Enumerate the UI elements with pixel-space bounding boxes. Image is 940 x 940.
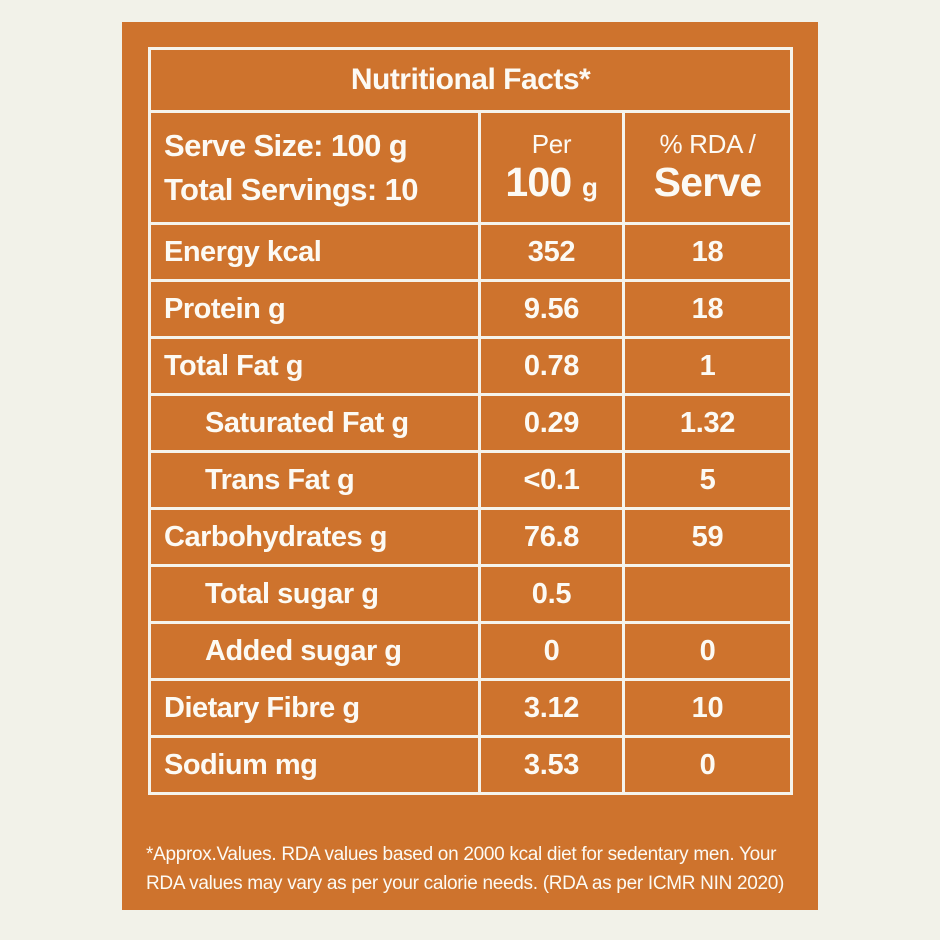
per-100g-value: 0.78 [478, 336, 625, 396]
serve-size-text: Serve Size: 100 g [164, 128, 408, 164]
rda-value: 0 [621, 621, 794, 681]
nutrition-facts-table: Nutritional Facts* Serve Size: 100 g Tot… [147, 47, 794, 795]
per-100g-value: <0.1 [478, 450, 625, 510]
per-100g-value: 0 [478, 621, 625, 681]
rda-value: 5 [621, 450, 794, 510]
nutrient-label: Sodium mg [148, 735, 481, 795]
rda-value: 1 [621, 336, 794, 396]
nutrient-row-carbohydrates: Carbohydrates g 76.8 59 [148, 507, 794, 567]
nutrient-row-added-sugar: Added sugar g 0 0 [148, 621, 794, 681]
per-100g-column-header: Per 100 g [478, 110, 625, 225]
nutrient-label: Energy kcal [148, 222, 481, 282]
rda-label: % RDA / [659, 129, 756, 159]
serve-size-cell: Serve Size: 100 g Total Servings: 10 [148, 110, 481, 225]
header-row: Serve Size: 100 g Total Servings: 10 Per… [148, 110, 794, 225]
nutrient-row-sodium: Sodium mg 3.53 0 [148, 735, 794, 795]
nutrient-label: Protein g [148, 279, 481, 339]
nutrient-row-protein: Protein g 9.56 18 [148, 279, 794, 339]
rda-value: 18 [621, 222, 794, 282]
nutrient-row-energy: Energy kcal 352 18 [148, 222, 794, 282]
rda-value: 18 [621, 279, 794, 339]
nutrient-row-trans-fat: Trans Fat g <0.1 5 [148, 450, 794, 510]
per-100g-label: 100 g [505, 158, 598, 205]
nutrition-label-card: Nutritional Facts* Serve Size: 100 g Tot… [122, 22, 818, 910]
nutrient-label: Total sugar g [148, 564, 481, 624]
per-100g-value: 0.29 [478, 393, 625, 453]
per-100g-value: 3.53 [478, 735, 625, 795]
nutrient-row-total-sugar: Total sugar g 0.5 [148, 564, 794, 624]
table-title: Nutritional Facts* [147, 47, 794, 113]
footnote-line-1: *Approx.Values. RDA values based on 2000… [146, 844, 777, 865]
rda-serve-column-header: % RDA / Serve [621, 110, 794, 225]
per-100g-value: 76.8 [478, 507, 625, 567]
footnote-line-2: RDA values may vary as per your calorie … [146, 872, 785, 894]
rda-value: 1.32 [621, 393, 794, 453]
nutrient-label: Carbohydrates g [148, 507, 481, 567]
nutrient-label: Added sugar g [148, 621, 481, 681]
rda-value: 0 [621, 735, 794, 795]
per-100g-value: 352 [478, 222, 625, 282]
nutrient-label: Trans Fat g [148, 450, 481, 510]
title-row: Nutritional Facts* [147, 47, 794, 113]
nutrient-label: Saturated Fat g [148, 393, 481, 453]
per-100g-value: 9.56 [478, 279, 625, 339]
per-100g-value: 3.12 [478, 678, 625, 738]
rda-value: 59 [621, 507, 794, 567]
nutrient-label: Total Fat g [148, 336, 481, 396]
nutrient-label: Dietary Fibre g [148, 678, 481, 738]
per-label: Per [531, 129, 572, 159]
footnote: *Approx.Values. RDA values based on 2000… [146, 841, 794, 898]
nutrient-row-dietary-fibre: Dietary Fibre g 3.12 10 [148, 678, 794, 738]
nutrient-row-total-fat: Total Fat g 0.78 1 [148, 336, 794, 396]
serve-label: Serve [653, 158, 763, 205]
nutrient-row-saturated-fat: Saturated Fat g 0.29 1.32 [148, 393, 794, 453]
gram-unit-label: g [582, 171, 598, 202]
total-servings-text: Total Servings: 10 [164, 171, 419, 207]
rda-value: 10 [621, 678, 794, 738]
rda-value [621, 564, 794, 624]
per-100g-value: 0.5 [478, 564, 625, 624]
